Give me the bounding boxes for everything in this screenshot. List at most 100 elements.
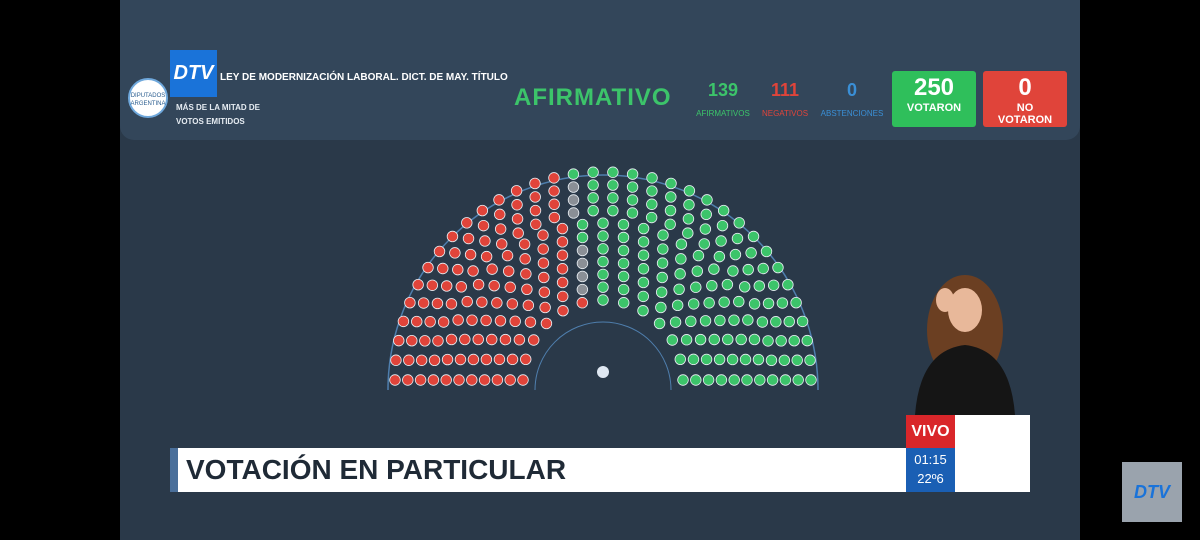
tally-label: AFIRMATIVOS	[696, 109, 750, 118]
majority-rule: MÁS DE LA MITAD DE VOTOS EMITIDOS	[176, 103, 260, 126]
interpreter	[915, 275, 1015, 415]
seat	[597, 217, 609, 229]
seat	[742, 314, 754, 326]
seat	[753, 280, 765, 292]
seat	[576, 218, 589, 231]
seat	[706, 280, 718, 292]
seat	[637, 263, 650, 275]
seat	[687, 353, 700, 366]
seat	[733, 295, 745, 308]
seat	[713, 353, 726, 366]
seat	[700, 208, 712, 221]
seat	[792, 374, 804, 386]
seat	[657, 243, 669, 255]
seat	[673, 283, 685, 296]
seat	[529, 204, 542, 217]
seat	[522, 299, 535, 312]
seat	[637, 249, 650, 261]
seat	[453, 374, 465, 386]
seat	[653, 317, 666, 330]
seat-empty	[567, 181, 580, 193]
seat	[426, 279, 439, 291]
seat	[791, 354, 803, 366]
total-box: 0 NO VOTARON	[983, 71, 1067, 127]
seat	[467, 353, 480, 366]
seat	[775, 335, 787, 347]
seat	[626, 181, 639, 193]
seat	[404, 296, 416, 309]
seat	[674, 353, 686, 365]
tally-count: 139	[707, 80, 739, 100]
seat	[748, 333, 761, 346]
channel-box	[955, 415, 1030, 492]
seat	[445, 333, 458, 346]
seat	[519, 253, 531, 265]
seat	[655, 286, 668, 298]
seat	[597, 268, 609, 281]
clock-box: 01:15 22º6	[906, 448, 955, 492]
seat	[587, 204, 599, 217]
seat	[446, 230, 459, 243]
seat	[424, 316, 436, 328]
total-box: 250 VOTARON	[892, 71, 976, 127]
seat	[597, 294, 609, 306]
seat	[748, 298, 761, 310]
seat	[587, 166, 599, 178]
seat	[733, 217, 745, 229]
seat	[735, 333, 747, 346]
seat	[726, 353, 739, 366]
seat	[665, 177, 677, 190]
seat	[685, 315, 697, 328]
seat	[506, 298, 519, 310]
seat	[597, 230, 609, 242]
seat	[493, 194, 505, 206]
seat	[548, 211, 561, 224]
seat	[683, 199, 695, 211]
seat	[406, 335, 418, 347]
seat	[701, 194, 713, 206]
seat	[754, 374, 766, 386]
seat	[762, 297, 775, 310]
temperature: 22º6	[917, 471, 944, 486]
seat-empty	[576, 270, 589, 283]
total-label: VOTARON	[906, 102, 962, 114]
seat	[690, 281, 702, 293]
seat	[449, 247, 461, 259]
seat	[656, 271, 668, 284]
seat	[702, 374, 715, 386]
seat	[617, 283, 630, 296]
seat	[504, 374, 516, 386]
tally-label: ABSTENCIONES	[820, 109, 884, 118]
seat	[666, 334, 678, 346]
seat	[452, 314, 464, 326]
seat	[548, 172, 560, 184]
seat	[538, 286, 551, 298]
seat	[626, 207, 639, 219]
live-badge: VIVO	[906, 415, 955, 448]
seat	[520, 353, 532, 365]
seat	[437, 316, 450, 328]
seat	[488, 280, 500, 292]
seat	[617, 257, 630, 270]
seat	[708, 263, 720, 275]
seat	[765, 354, 778, 367]
seat	[511, 199, 523, 211]
seat	[480, 250, 493, 263]
seat	[747, 230, 760, 243]
seat	[731, 232, 744, 245]
seat	[715, 374, 728, 386]
seat	[540, 317, 553, 330]
seat	[510, 185, 523, 197]
seat	[454, 353, 467, 366]
seat	[556, 222, 569, 235]
seat	[675, 253, 687, 265]
institution-logo: DIPUTADOS ARGENTINA	[128, 78, 168, 118]
seat	[587, 179, 599, 191]
seat	[403, 354, 415, 366]
banner-title: VOTACIÓN EN PARTICULAR	[186, 454, 567, 485]
total-count: 0	[1018, 74, 1032, 101]
seat	[618, 297, 630, 309]
seat	[576, 297, 588, 309]
